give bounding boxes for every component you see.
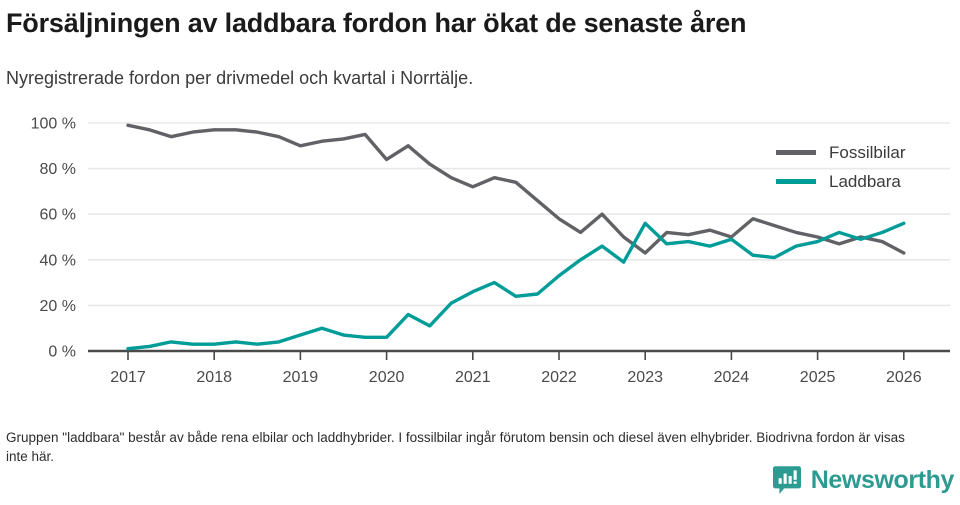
bar-chart-bubble-icon [772, 465, 802, 495]
legend-item-laddbara[interactable]: Laddbara [776, 167, 956, 196]
newsworthy-logo[interactable]: Newsworthy [772, 463, 954, 497]
legend-swatch-fossilbilar [776, 150, 816, 155]
y-tick-label: 60 % [40, 207, 76, 224]
x-tick-label: 2022 [541, 369, 577, 386]
legend-item-fossilbilar[interactable]: Fossilbilar [776, 138, 956, 167]
y-tick-label: 20 % [40, 298, 76, 315]
chart-subtitle: Nyregistrerade fordon per drivmedel och … [6, 68, 474, 88]
x-tick-label: 2017 [110, 369, 146, 386]
line-chart-svg: 0 % 20 % 40 % 60 % 80 % 100 % 2017 2018 2019 2020… [31, 116, 950, 386]
x-tick-label: 2018 [196, 369, 232, 386]
plot-area: 0 % 20 % 40 % 60 % 80 % 100 % 2017 2018 2019 2020… [0, 104, 960, 394]
x-tick-label: 2019 [283, 369, 319, 386]
x-tick-label: 2026 [886, 369, 922, 386]
x-tick-label: 2020 [369, 369, 405, 386]
x-tick-label: 2025 [800, 369, 836, 386]
newsworthy-logo-text: Newsworthy [810, 466, 955, 494]
series-line-laddbara [126, 221, 906, 351]
legend-swatch-laddbara [776, 179, 816, 184]
series-line-fossilbilar [126, 123, 906, 255]
chart-footnote: Gruppen "laddbara" består av både rena e… [6, 430, 905, 464]
legend-label-fossilbilar: Fossilbilar [829, 143, 906, 162]
y-tick-label: 40 % [40, 252, 76, 269]
y-tick-label: 100 % [31, 116, 76, 133]
legend-label-laddbara: Laddbara [829, 172, 901, 191]
x-tick-label: 2021 [455, 369, 491, 386]
y-tick-label: 0 % [48, 344, 76, 361]
chart-legend: Fossilbilar Laddbara [776, 138, 956, 196]
x-tick-label: 2023 [627, 369, 663, 386]
x-tick-label: 2024 [714, 369, 750, 386]
y-tick-label: 80 % [40, 161, 76, 178]
page-title: Försäljningen av laddbara fordon har öka… [6, 8, 747, 38]
